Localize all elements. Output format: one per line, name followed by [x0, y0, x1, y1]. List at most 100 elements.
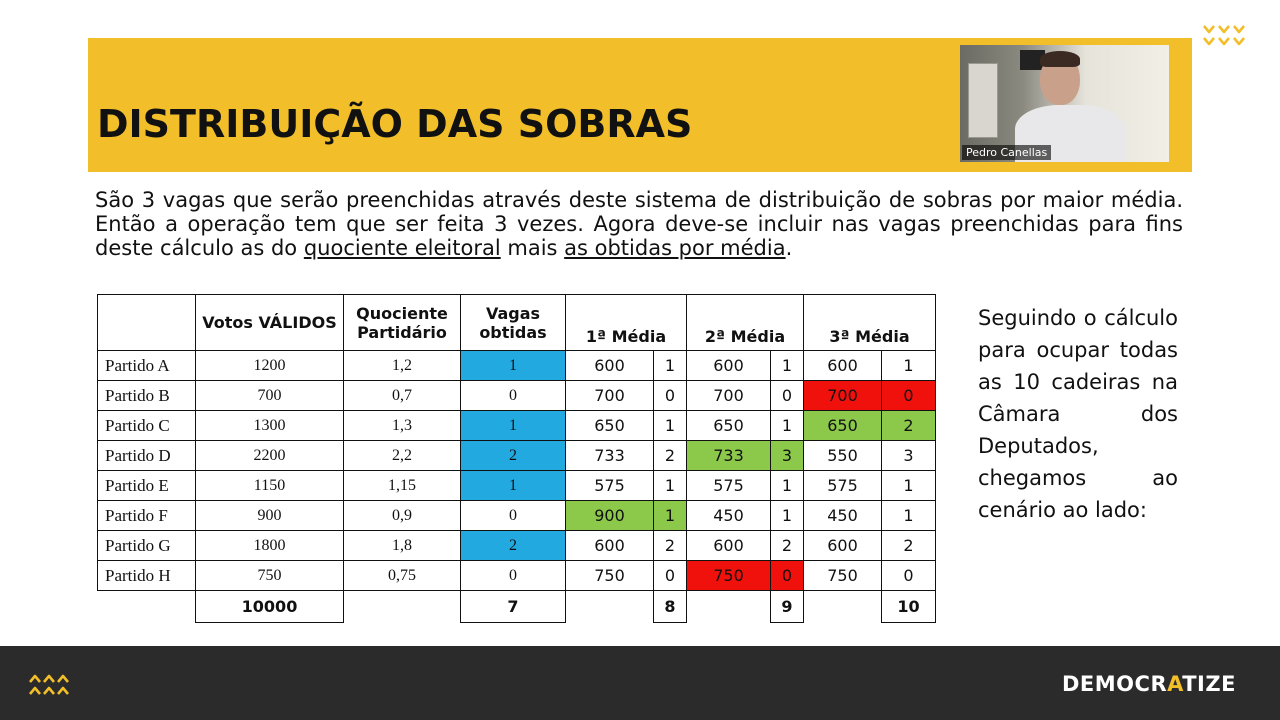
party-name: Partido A — [97, 350, 196, 381]
media1-seats: 1 — [653, 350, 687, 381]
table-row: Partido B 700 0,7 0 700 0 700 0 700 0 — [97, 380, 936, 411]
party-name: Partido F — [97, 500, 196, 531]
header-vagas: Vagas obtidas — [460, 294, 566, 351]
quociente-cell: 0,9 — [343, 500, 461, 531]
header-media-1: 1ª Média — [565, 294, 687, 351]
media3-seats: 2 — [881, 530, 936, 561]
media1-value: 575 — [565, 470, 654, 501]
participant-hair — [1040, 51, 1080, 67]
table-row: Partido F 900 0,9 0 900 1 450 1 450 1 — [97, 500, 936, 531]
media1-seats: 1 — [653, 470, 687, 501]
votos-cell: 1300 — [195, 410, 344, 441]
quociente-cell: 2,2 — [343, 440, 461, 471]
media3-value: 575 — [803, 470, 882, 501]
totals-gap — [803, 590, 882, 623]
media2-seats: 0 — [770, 380, 804, 411]
media3-value: 700 — [803, 380, 882, 411]
media2-value: 600 — [686, 530, 771, 561]
votos-cell: 900 — [195, 500, 344, 531]
chevron-up-cluster-icon — [29, 674, 69, 695]
table-row: Partido H 750 0,75 0 750 0 750 0 750 0 — [97, 560, 936, 591]
header-party-blank — [97, 294, 196, 351]
intro-text-2: mais — [500, 236, 565, 260]
media3-seats: 3 — [881, 440, 936, 471]
header-media-3: 3ª Média — [803, 294, 936, 351]
media3-seats: 1 — [881, 350, 936, 381]
total-media3: 10 — [881, 590, 936, 623]
media1-value: 600 — [565, 530, 654, 561]
totals-row: 10000 7 8 9 10 — [98, 590, 936, 623]
media3-seats: 2 — [881, 410, 936, 441]
intro-text-1: São 3 vagas que serão preenchidas atravé… — [95, 188, 1183, 260]
table-row: Partido G 1800 1,8 2 600 2 600 2 600 2 — [97, 530, 936, 561]
intro-underlined-1: quociente eleitoral — [303, 236, 501, 260]
total-votos: 10000 — [195, 590, 344, 623]
table-row: Partido D 2200 2,2 2 733 2 733 3 550 3 — [97, 440, 936, 471]
participant-video-tile[interactable]: Pedro Canellas — [960, 45, 1169, 162]
media2-seats: 1 — [770, 350, 804, 381]
media3-value: 750 — [803, 560, 882, 591]
media1-seats: 1 — [653, 500, 687, 531]
total-media1: 8 — [653, 590, 687, 623]
total-media2: 9 — [770, 590, 804, 623]
header-votos: Votos VÁLIDOS — [195, 294, 344, 351]
media3-seats: 0 — [881, 380, 936, 411]
quociente-cell: 1,8 — [343, 530, 461, 561]
media2-seats: 0 — [770, 560, 804, 591]
media3-value: 650 — [803, 410, 882, 441]
vagas-cell: 1 — [460, 410, 566, 441]
media2-value: 450 — [686, 500, 771, 531]
vagas-cell: 0 — [460, 560, 566, 591]
vagas-cell: 0 — [460, 380, 566, 411]
header-quociente: Quociente Partidário — [343, 294, 461, 351]
totals-gap — [343, 590, 461, 623]
chevron-down-cluster-icon — [1203, 25, 1245, 46]
header-media-2: 2ª Média — [686, 294, 804, 351]
total-vagas: 7 — [460, 590, 566, 623]
votos-cell: 750 — [195, 560, 344, 591]
quociente-cell: 1,2 — [343, 350, 461, 381]
media3-value: 450 — [803, 500, 882, 531]
media2-seats: 2 — [770, 530, 804, 561]
brand-text-end: TIZE — [1182, 672, 1236, 696]
media1-seats: 0 — [653, 380, 687, 411]
quociente-cell: 1,3 — [343, 410, 461, 441]
totals-gap — [565, 590, 654, 623]
totals-blank — [98, 591, 196, 623]
media1-value: 733 — [565, 440, 654, 471]
table-header-row: Votos VÁLIDOS Quociente Partidário Vagas… — [97, 294, 936, 351]
votos-cell: 1800 — [195, 530, 344, 561]
media1-seats: 2 — [653, 440, 687, 471]
votos-cell: 1200 — [195, 350, 344, 381]
brand-text-start: DEMOCR — [1062, 672, 1168, 696]
intro-underlined-2: as obtidas por média — [564, 236, 786, 260]
media1-seats: 0 — [653, 560, 687, 591]
media3-value: 550 — [803, 440, 882, 471]
vagas-cell: 2 — [460, 530, 566, 561]
media3-value: 600 — [803, 350, 882, 381]
media2-seats: 1 — [770, 500, 804, 531]
party-name: Partido B — [97, 380, 196, 411]
wall-poster — [968, 63, 998, 138]
votos-cell: 2200 — [195, 440, 344, 471]
media2-seats: 1 — [770, 410, 804, 441]
quociente-cell: 0,75 — [343, 560, 461, 591]
media2-value: 700 — [686, 380, 771, 411]
table-row: Partido A 1200 1,2 1 600 1 600 1 600 1 — [97, 350, 936, 381]
intro-text-3: . — [785, 236, 793, 260]
media2-value: 575 — [686, 470, 771, 501]
media2-value: 650 — [686, 410, 771, 441]
media1-value: 700 — [565, 380, 654, 411]
media3-seats: 0 — [881, 560, 936, 591]
party-name: Partido G — [97, 530, 196, 561]
vagas-cell: 1 — [460, 470, 566, 501]
media3-seats: 1 — [881, 470, 936, 501]
brand-logo: DEMOCRATIZE — [1062, 672, 1236, 696]
media2-seats: 3 — [770, 440, 804, 471]
intro-paragraph: São 3 vagas que serão preenchidas atravé… — [95, 188, 1183, 260]
quociente-cell: 1,15 — [343, 470, 461, 501]
media3-value: 600 — [803, 530, 882, 561]
seat-distribution-table: Votos VÁLIDOS Quociente Partidário Vagas… — [97, 294, 936, 623]
brand-accent-letter: A — [1167, 672, 1183, 696]
wall-frame — [1020, 50, 1045, 70]
